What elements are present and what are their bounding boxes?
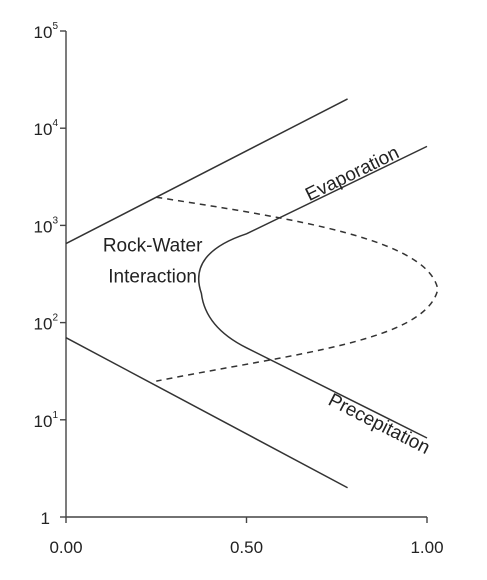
annotation-label: Precepitation <box>325 390 433 459</box>
y-tick-base: 10 <box>34 120 53 139</box>
y-tick-label: 105 <box>34 21 59 42</box>
y-tick-exponent: 3 <box>52 215 58 226</box>
y-tick-base: 10 <box>34 23 53 42</box>
y-tick-base: 10 <box>34 315 53 334</box>
series-line-4 <box>156 196 439 382</box>
y-tick-label: 102 <box>34 313 59 334</box>
y-tick-base: 10 <box>34 217 53 236</box>
annotation-layer: Evaporation Rock-Water Interaction Precepit… <box>103 142 433 458</box>
annotation-label: Rock-Water <box>103 235 203 256</box>
x-tick-label: 0.50 <box>230 538 263 557</box>
series-line-2 <box>65 336 348 489</box>
y-tick-label: 1 <box>41 509 50 528</box>
y-tick-exponent: 2 <box>52 313 58 324</box>
series-layer <box>65 98 439 489</box>
x-tick-label: 0.00 <box>49 538 82 557</box>
y-tick-exponent: 5 <box>52 21 58 32</box>
y-tick-label: 104 <box>34 118 59 139</box>
y-tick-exponent: 4 <box>52 118 58 129</box>
y-tick-base: 10 <box>34 412 53 431</box>
annotation-label: Evaporation <box>302 142 402 205</box>
annotation-label: Interaction <box>108 266 197 287</box>
y-tick-label: 101 <box>34 410 59 431</box>
y-tick-label: 103 <box>34 215 59 236</box>
series-line-3 <box>197 145 428 439</box>
y-tick-base: 1 <box>41 509 50 528</box>
x-tick-label: 1.00 <box>410 538 443 557</box>
series-line-1 <box>65 98 348 245</box>
y-tick-exponent: 1 <box>52 410 58 421</box>
